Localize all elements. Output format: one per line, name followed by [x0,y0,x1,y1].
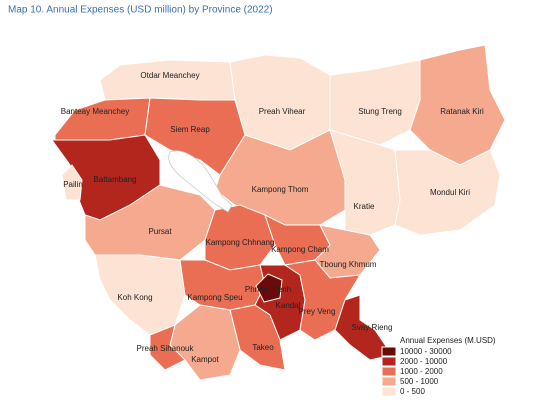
map-title: Map 10. Annual Expenses (USD million) by… [8,5,273,16]
legend-label: 2000 - 10000 [400,357,448,366]
legend-label: 500 - 1000 [400,377,439,386]
province-label: Tboung Khmum [320,260,377,269]
legend-label: 10000 - 30000 [400,347,452,356]
province-label: Battambang [93,175,136,184]
province-label: Takeo [252,343,274,352]
province-label: Otdar Meanchey [140,71,199,80]
province-area [54,97,151,141]
province-label: Ratanak Kiri [440,107,484,116]
province-label: Pailin [63,180,83,189]
province-area [394,149,501,236]
province-label: Kampong Cham [271,245,329,254]
province-label: Phnom Penh [245,285,291,294]
province-label: Kampong Speu [187,293,242,302]
legend-swatch [381,346,397,357]
legend-swatch [381,356,397,367]
province-label: Koh Kong [117,293,152,302]
legend-label: 1000 - 2000 [400,367,443,376]
province-area [149,324,186,371]
province-label: Stung Treng [358,107,402,116]
tonle-sap-lake [168,150,233,213]
province-label: Mondul Kiri [430,188,470,197]
province-label: Kampot [191,355,219,364]
province-label: Kratie [354,202,375,211]
province-area [169,304,241,381]
legend-swatch [381,376,397,387]
provinces [51,44,506,381]
legend-title: Annual Expenses (M.USD) [400,336,496,345]
province-label: Pursat [148,227,172,236]
province-label: Preah Vihear [259,107,306,116]
province-labels: Otdar Meanchey Banteay Meanchey Siem Reap P… [61,71,484,364]
province-area [329,59,421,146]
province-label: Prey Veng [299,307,336,316]
province-label: Kampong Thom [252,185,309,194]
province-label: Preah Sihanouk [137,344,195,353]
province-area [61,164,83,201]
province-area [329,129,401,236]
province-label: Banteay Meanchey [61,107,130,116]
legend: Annual Expenses (M.USD) 10000 - 30000200… [381,336,496,397]
legend-label: 0 - 500 [400,387,425,396]
province-area [409,44,506,166]
legend-swatch [381,366,397,377]
legend-swatch [381,386,397,397]
province-label: Svay Rieng [352,323,393,332]
province-area [255,273,283,303]
province-label: Kandal [276,301,301,310]
province-label: Kampong Chhnang [206,238,275,247]
province-label: Siem Reap [170,125,210,134]
